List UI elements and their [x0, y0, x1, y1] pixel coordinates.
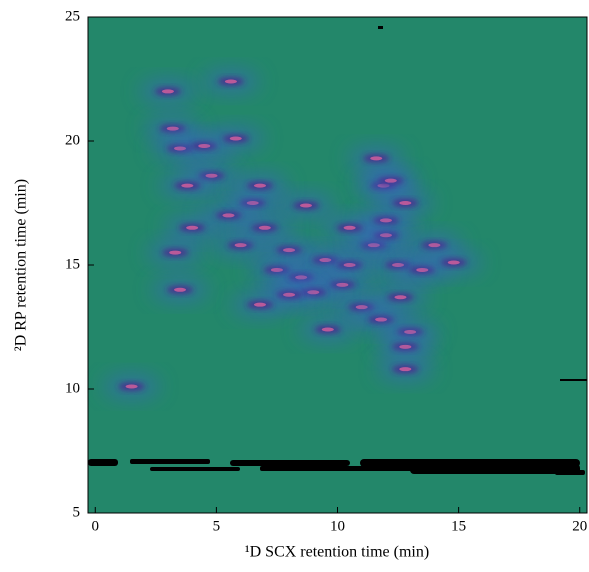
spot-core — [198, 143, 211, 148]
x-tick-label: 0 — [92, 518, 100, 534]
spot-core — [370, 156, 383, 161]
spot-core — [258, 225, 271, 230]
spot-core — [253, 302, 266, 307]
spot-core — [399, 201, 412, 205]
spot-core — [447, 260, 460, 265]
spot-core — [343, 225, 356, 230]
spot-core — [174, 287, 187, 292]
spot-core — [416, 267, 429, 272]
spot-core — [428, 243, 441, 248]
spot-core — [321, 327, 334, 332]
spot-core — [355, 305, 368, 310]
spot-core — [399, 344, 412, 349]
spot-core — [399, 367, 412, 372]
spot-layer — [103, 69, 482, 399]
y-tick-label: 20 — [65, 132, 80, 148]
spot-core — [384, 178, 397, 183]
spot-core — [404, 329, 417, 334]
spot-core — [224, 79, 237, 84]
y-axis-title: ²D RP retention time (min) — [13, 179, 30, 351]
x-tick-label: 20 — [572, 518, 587, 534]
spot-core — [336, 282, 349, 287]
spot-core — [295, 275, 308, 280]
spot-core — [181, 183, 194, 188]
spot-core — [379, 218, 392, 223]
y-tick-label: 5 — [73, 504, 81, 520]
spot-core — [394, 295, 407, 300]
spot-core — [379, 233, 392, 238]
spot-core — [283, 248, 296, 253]
y-tick-label: 15 — [65, 256, 80, 272]
spot-core — [300, 203, 313, 208]
x-tick-label: 5 — [213, 518, 221, 534]
spot-core — [161, 89, 174, 94]
x-axis-title: ¹D SCX retention time (min) — [245, 544, 429, 561]
spot-core — [283, 292, 296, 297]
spot-core — [253, 183, 266, 188]
y-tick-label: 10 — [65, 380, 80, 396]
spot-core — [186, 225, 199, 230]
spot-core — [234, 243, 247, 248]
spot-core — [125, 384, 138, 389]
y-tick-label: 25 — [65, 8, 80, 24]
spot-core — [222, 213, 235, 218]
spot-core — [166, 126, 179, 131]
black-bands — [88, 26, 587, 475]
spot-core — [246, 201, 259, 205]
spot-core — [343, 263, 356, 267]
spot-core — [169, 250, 182, 255]
spot-core — [229, 136, 242, 141]
spot-core — [205, 173, 218, 178]
x-tick-label: 15 — [451, 518, 466, 534]
spot-core — [375, 317, 388, 322]
x-tick-label: 10 — [330, 518, 345, 534]
